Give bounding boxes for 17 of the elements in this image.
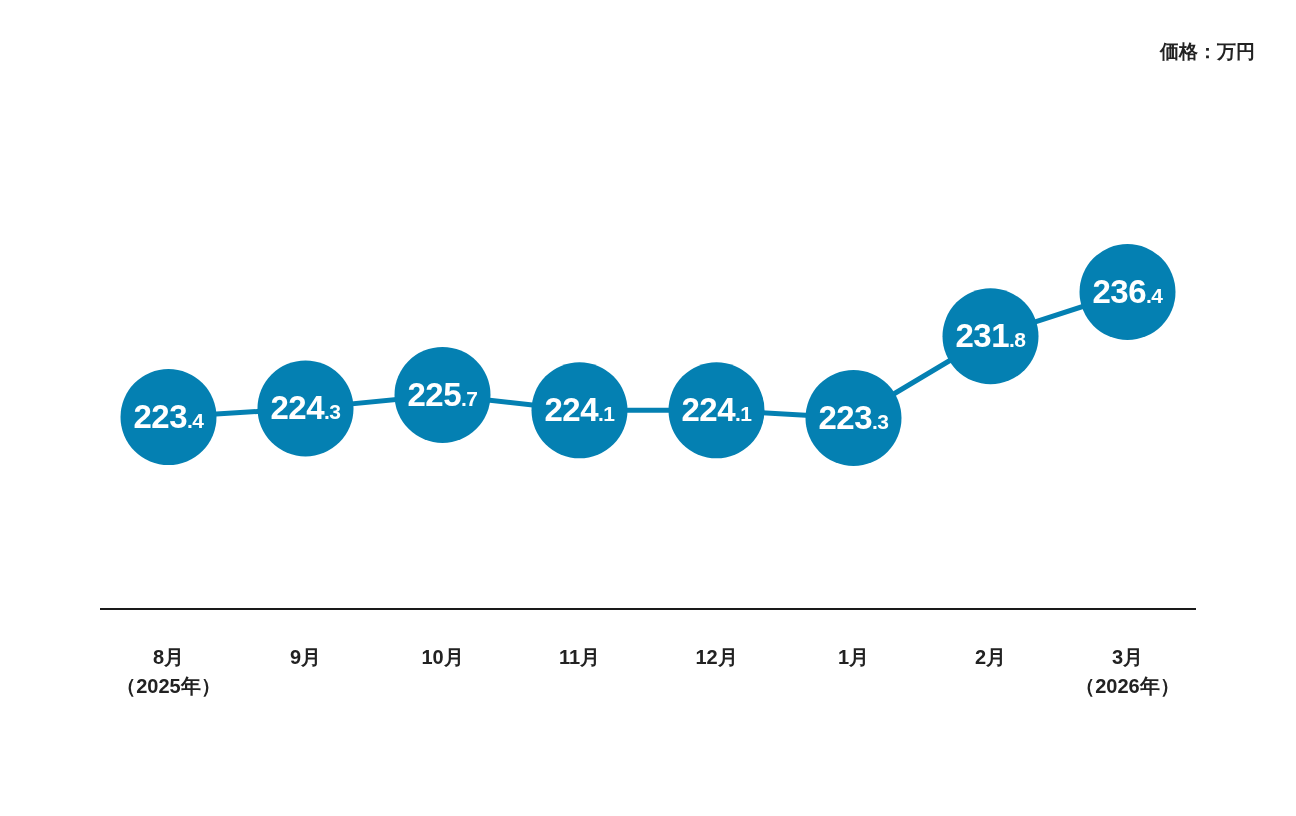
data-label: 224.1	[681, 391, 752, 429]
data-label: 231.8	[955, 317, 1026, 355]
data-label: 236.4	[1092, 273, 1163, 310]
data-label: 225.7	[407, 375, 478, 413]
x-tick-label: 3月（2026年）	[1074, 645, 1181, 699]
data-label: 223.4	[133, 398, 204, 436]
x-tick-label: 12月	[694, 645, 739, 670]
data-label: 223.3	[818, 399, 889, 436]
x-tick-label: 9月	[288, 645, 323, 670]
x-tick-label: 8月（2025年）	[115, 645, 222, 699]
x-tick-label: 1月	[836, 645, 871, 670]
data-label: 224.1	[544, 391, 615, 429]
data-label: 224.3	[270, 389, 341, 427]
x-tick-label: 10月	[420, 645, 465, 670]
x-tick-label: 2月	[973, 645, 1008, 670]
x-tick-label: 11月	[557, 645, 602, 670]
text: 価格：万円	[1159, 41, 1255, 62]
